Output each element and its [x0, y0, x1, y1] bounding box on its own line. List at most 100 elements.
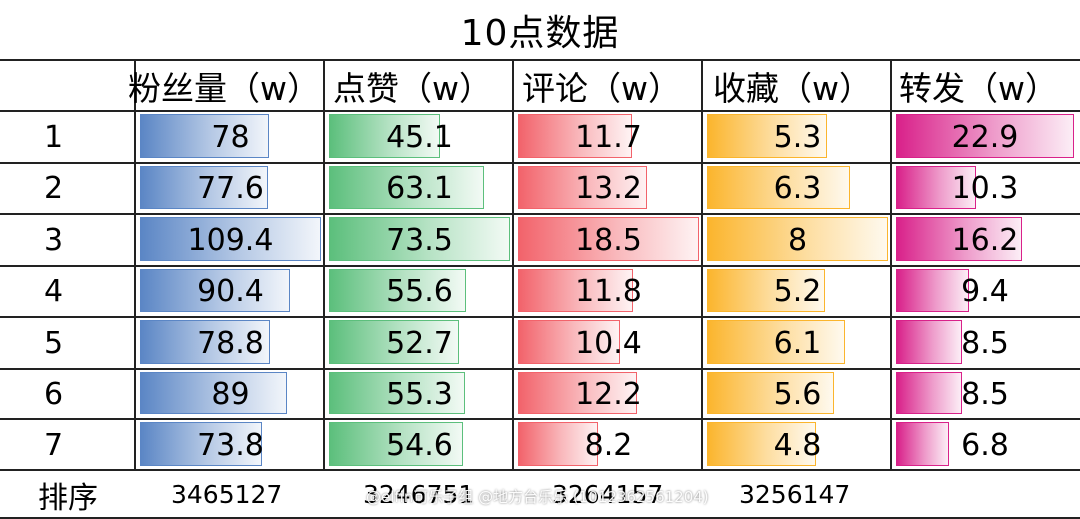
row-label: 6	[44, 376, 64, 412]
grid-hline	[0, 59, 1080, 61]
data-label: 9.4	[961, 274, 1009, 309]
data-bar	[896, 320, 963, 364]
data-label: 6.3	[773, 171, 822, 206]
row-label: 5	[44, 325, 64, 361]
data-bar	[707, 372, 834, 414]
data-label: 5.6	[773, 376, 822, 412]
grid-hline	[0, 469, 1080, 471]
data-label: 73.8	[197, 427, 264, 463]
data-label: 5.3	[773, 119, 822, 155]
data-label: 52.7	[386, 325, 453, 361]
rank-value: 3256147	[739, 480, 851, 509]
data-bar	[707, 422, 816, 466]
data-bar	[140, 422, 263, 466]
data-bar	[518, 217, 699, 261]
data-label: 6.8	[961, 427, 1009, 463]
data-bar	[329, 166, 485, 209]
data-bar	[329, 320, 459, 364]
data-label: 18.5	[575, 222, 642, 258]
data-label: 4.8	[773, 427, 822, 463]
data-bar	[140, 114, 270, 158]
data-label: 55.6	[386, 274, 453, 309]
grid-hline	[0, 110, 1080, 112]
data-label: 63.1	[386, 171, 453, 206]
data-label: 78	[211, 119, 250, 155]
data-label: 90.4	[197, 274, 264, 309]
grid-vline	[512, 59, 514, 469]
data-label: 89	[211, 376, 250, 412]
watermark: @elfin可乐子组 @地方台乐乐 (1012362561204)	[366, 487, 709, 506]
grid-vline	[134, 59, 136, 469]
data-bar	[707, 320, 845, 364]
data-bar	[518, 320, 620, 364]
data-bar	[518, 372, 638, 414]
data-label: 54.6	[386, 427, 453, 463]
grid-hline	[0, 368, 1080, 370]
row-label: 2	[44, 171, 64, 206]
grid-hline	[0, 517, 1080, 519]
data-label: 11.7	[575, 119, 642, 155]
row-label: 1	[44, 119, 64, 155]
grid-vline	[890, 59, 892, 469]
data-label: 109.4	[187, 222, 274, 258]
column-header: 转发（w）	[899, 69, 1058, 108]
data-bar	[707, 217, 888, 261]
column-header: 收藏（w）	[713, 69, 872, 108]
grid-hline	[0, 316, 1080, 318]
data-bar	[518, 422, 599, 466]
data-label: 8.5	[961, 376, 1009, 412]
column-header: 评论（w）	[522, 69, 681, 108]
data-label: 16.2	[951, 222, 1019, 258]
data-bar	[896, 114, 1074, 158]
data-label: 5.2	[773, 274, 822, 309]
data-label: 55.3	[386, 376, 453, 412]
data-label: 12.2	[575, 376, 642, 412]
column-header: 粉丝量（w）	[128, 69, 320, 108]
data-bar	[896, 269, 970, 312]
grid-vline	[701, 59, 703, 469]
rank-value: 3465127	[171, 480, 283, 509]
data-label: 8.2	[584, 427, 633, 463]
data-bar	[329, 217, 510, 261]
data-bar	[140, 269, 290, 312]
row-label: 3	[44, 222, 64, 258]
data-bar	[896, 166, 977, 209]
grid-hline	[0, 162, 1080, 164]
data-bar	[896, 217, 1022, 261]
data-label: 8	[787, 222, 808, 258]
data-bar	[329, 422, 464, 466]
rank-label: 排序	[38, 480, 98, 516]
data-label: 6.1	[773, 325, 822, 361]
grid-vline	[323, 59, 325, 469]
data-bar	[329, 114, 441, 158]
row-label: 4	[44, 274, 64, 309]
grid-hline	[0, 418, 1080, 420]
data-bar	[140, 166, 269, 209]
data-bar	[140, 217, 321, 261]
data-bar	[140, 320, 271, 364]
data-bar	[707, 114, 827, 158]
data-label: 11.8	[575, 274, 642, 309]
data-label: 73.5	[386, 222, 453, 258]
data-bar	[707, 166, 850, 209]
data-bar	[140, 372, 288, 414]
rank-value: 3264157	[552, 480, 664, 509]
column-header: 点赞（w）	[333, 69, 492, 108]
data-label: 45.1	[386, 119, 453, 155]
data-label: 78.8	[197, 325, 264, 361]
data-bar	[518, 166, 648, 209]
data-label: 22.9	[951, 119, 1019, 155]
data-bar	[329, 269, 466, 312]
grid-hline	[0, 213, 1080, 215]
data-bar	[329, 372, 466, 414]
data-bar	[896, 372, 963, 414]
row-label: 7	[44, 427, 64, 463]
data-label: 10.3	[951, 171, 1019, 206]
data-bar	[707, 269, 825, 312]
rank-value: 3246751	[363, 480, 475, 509]
data-bar	[518, 114, 633, 158]
data-label: 8.5	[961, 325, 1009, 361]
data-bar	[518, 269, 634, 312]
data-label: 13.2	[575, 171, 642, 206]
